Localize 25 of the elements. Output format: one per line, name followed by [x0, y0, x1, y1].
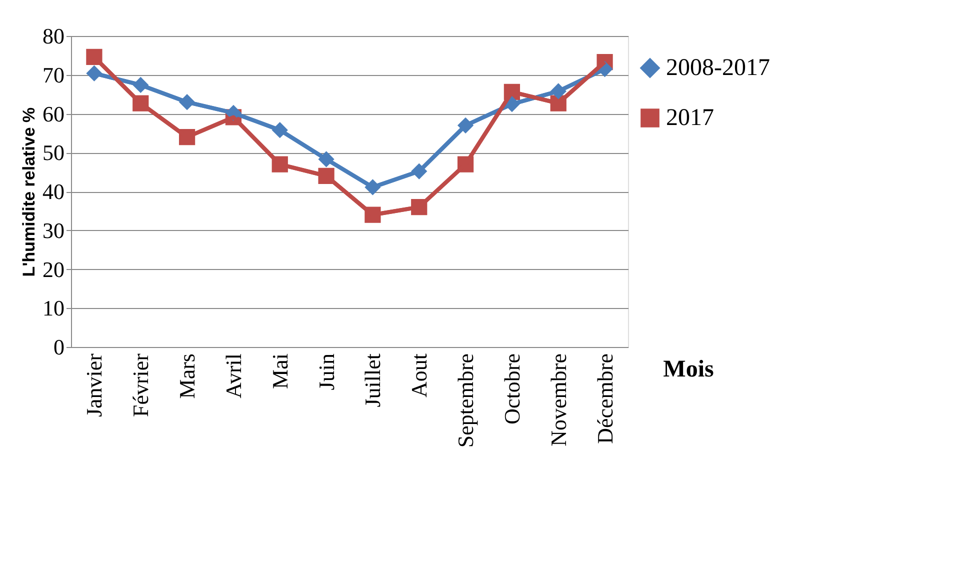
legend-label: 2008-2017 — [666, 55, 770, 81]
y-tick-label: 50 — [42, 140, 64, 166]
y-axis-title: L'humidite relative % — [20, 107, 38, 277]
x-tick-label: Février — [128, 352, 154, 418]
x-tick-label: Décembre — [592, 354, 618, 444]
y-tick-label: 20 — [42, 256, 64, 282]
legend-label: 2017 — [666, 105, 714, 131]
x-axis-title: Mois — [663, 356, 714, 382]
y-tick-label: 40 — [42, 179, 64, 204]
x-tick-label: Mars — [174, 354, 200, 399]
x-tick-label: Janvier — [82, 352, 107, 418]
y-tick-label: 0 — [54, 334, 64, 360]
y-tick-label: 10 — [42, 296, 64, 321]
y-tick-label: 80 — [42, 24, 64, 48]
y-tick-label: 60 — [42, 101, 64, 126]
x-tick-label: Octobre — [499, 354, 524, 424]
x-tick-label: Septembre — [453, 354, 478, 448]
x-tick-label: Juin — [314, 354, 339, 390]
x-tick-label: Mai — [267, 354, 292, 389]
y-tick-label: 30 — [42, 218, 64, 243]
y-tick-label: 70 — [42, 62, 64, 88]
x-tick-label: Aout — [406, 354, 432, 398]
x-tick-label: Novembre — [546, 354, 571, 446]
x-tick-label: Avril — [220, 354, 246, 398]
x-tick-label: Juillet — [360, 354, 386, 408]
